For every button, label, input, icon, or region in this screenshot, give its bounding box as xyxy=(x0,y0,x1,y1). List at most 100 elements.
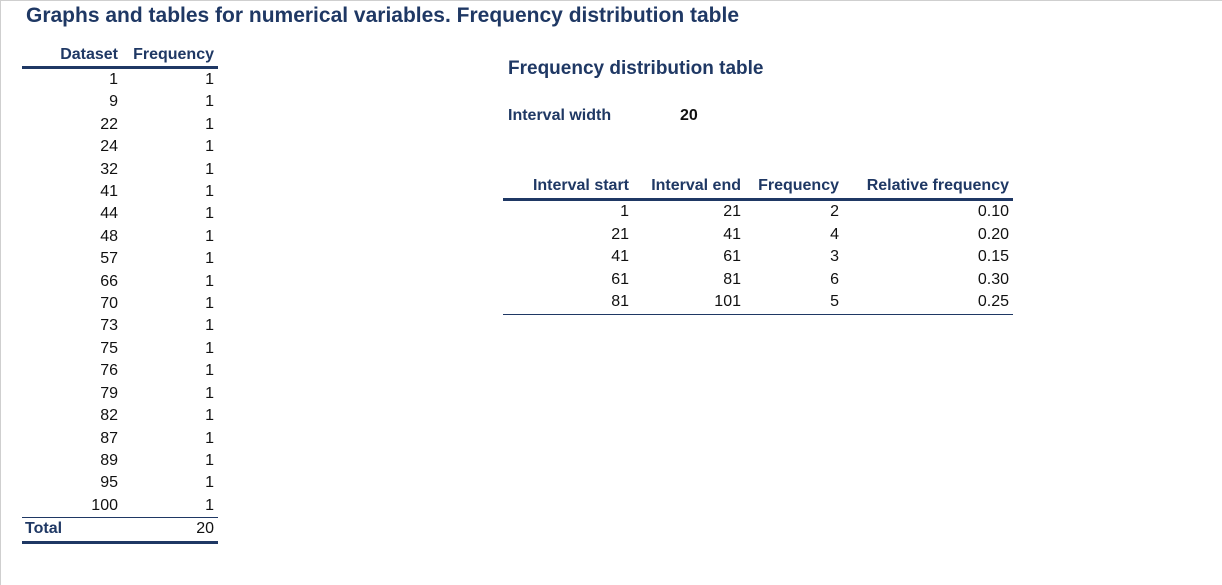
table-row: 79 1 xyxy=(22,383,218,405)
frequency-value: 1 xyxy=(205,407,214,425)
table-row: 48 1 xyxy=(22,226,218,248)
frame-left-border xyxy=(0,0,1,585)
page-title: Graphs and tables for numerical variable… xyxy=(26,4,740,27)
relative-frequency-value: 0.25 xyxy=(843,291,1013,315)
frequency-value: 1 xyxy=(205,362,214,380)
dataset-value: 22 xyxy=(100,115,118,133)
interval-end-value: 101 xyxy=(633,291,745,315)
frequency-value: 1 xyxy=(205,205,214,223)
dataset-value: 79 xyxy=(100,384,118,402)
frequency-value: 1 xyxy=(205,272,214,290)
freq-table-body: 1 21 2 0.10 21 41 4 0.20 41 61 3 0.15 61 81 6 0.30 81 101… xyxy=(503,200,1013,315)
dataset-value: 1 xyxy=(109,71,118,88)
interval-start-value: 81 xyxy=(503,291,633,315)
relative-frequency-value: 0.15 xyxy=(977,248,1009,266)
column-header-dataset: Dataset xyxy=(22,44,122,69)
frequency-value: 1 xyxy=(205,160,214,178)
dataset-value: 73 xyxy=(100,317,118,335)
frequency-value: 2 xyxy=(830,203,839,220)
table-row: 87 1 xyxy=(22,428,218,450)
dataset-value: 100 xyxy=(22,494,122,519)
dataset-value: 76 xyxy=(100,362,118,380)
frequency-value: 3 xyxy=(830,248,839,266)
table-row: 41 1 xyxy=(22,181,218,203)
frequency-distribution-table: Interval start Interval end Frequency Re… xyxy=(503,174,1013,315)
dataset-value: 41 xyxy=(100,183,118,201)
table-row: 21 41 4 0.20 xyxy=(503,224,1013,247)
interval-start-value: 41 xyxy=(611,248,629,266)
frequency-value: 1 xyxy=(205,227,214,245)
table-row: 95 1 xyxy=(22,472,218,494)
dataset-table-body: 1 1 9 1 22 1 24 1 32 1 41 1 44 1 48 1 57 1 66 1 70 1 73 1 75 1 76 1… xyxy=(22,68,218,519)
interval-end-value: 81 xyxy=(723,270,741,288)
frequency-value: 6 xyxy=(830,270,839,288)
column-header-frequency: Frequency xyxy=(122,44,218,69)
frequency-value: 1 xyxy=(205,115,214,133)
frequency-value: 1 xyxy=(205,384,214,402)
dataset-value: 89 xyxy=(100,451,118,469)
relative-frequency-value: 0.10 xyxy=(977,203,1009,220)
interval-start-value: 1 xyxy=(620,203,629,220)
frequency-value: 1 xyxy=(205,339,214,357)
dataset-value: 70 xyxy=(100,295,118,313)
dataset-value: 66 xyxy=(100,272,118,290)
dataset-value: 57 xyxy=(100,250,118,268)
dataset-header-row: Dataset Frequency xyxy=(22,44,218,69)
frequency-value: 1 xyxy=(205,317,214,335)
table-row: 22 1 xyxy=(22,114,218,136)
interval-end-value: 21 xyxy=(723,203,741,220)
frequency-value: 1 xyxy=(205,138,214,156)
table-row: 100 1 xyxy=(22,494,218,519)
interval-end-value: 61 xyxy=(723,248,741,266)
column-header-interval-end: Interval end xyxy=(633,174,745,201)
table-row: 70 1 xyxy=(22,293,218,315)
frequency-value: 4 xyxy=(830,225,839,243)
total-label: Total xyxy=(22,517,122,544)
frequency-value: 1 xyxy=(205,93,214,111)
interval-width-value: 20 xyxy=(680,107,698,124)
table-row: 32 1 xyxy=(22,159,218,181)
column-header-relative-frequency: Relative frequency xyxy=(843,174,1013,201)
frequency-value: 1 xyxy=(205,250,214,268)
dataset-value: 9 xyxy=(109,93,118,111)
table-row: 24 1 xyxy=(22,136,218,158)
table-row: 81 101 5 0.25 xyxy=(503,291,1013,315)
frequency-value: 1 xyxy=(122,494,218,519)
table-row: 44 1 xyxy=(22,203,218,225)
section-title: Frequency distribution table xyxy=(508,58,764,79)
table-row: 61 81 6 0.30 xyxy=(503,269,1013,292)
table-row: 82 1 xyxy=(22,405,218,427)
frequency-value: 1 xyxy=(205,295,214,313)
dataset-value: 32 xyxy=(100,160,118,178)
table-row: 76 1 xyxy=(22,360,218,382)
dataset-value: 95 xyxy=(100,474,118,492)
total-row: Total 20 xyxy=(22,517,218,544)
relative-frequency-value: 0.30 xyxy=(977,270,1009,288)
dataset-value: 87 xyxy=(100,429,118,447)
interval-width-label: Interval width xyxy=(508,107,612,124)
frequency-value: 1 xyxy=(205,183,214,201)
table-row: 66 1 xyxy=(22,271,218,293)
column-header-interval-start: Interval start xyxy=(503,174,633,201)
frequency-value: 1 xyxy=(205,451,214,469)
dataset-value: 24 xyxy=(100,138,118,156)
frequency-value: 1 xyxy=(205,71,214,88)
table-row: 73 1 xyxy=(22,315,218,337)
table-row: 75 1 xyxy=(22,338,218,360)
frequency-value: 1 xyxy=(205,429,214,447)
interval-start-value: 21 xyxy=(611,225,629,243)
table-row: 41 61 3 0.15 xyxy=(503,246,1013,269)
freq-header-row: Interval start Interval end Frequency Re… xyxy=(503,174,1013,201)
interval-end-value: 41 xyxy=(723,225,741,243)
column-header-frequency: Frequency xyxy=(745,174,843,201)
dataset-value: 44 xyxy=(100,205,118,223)
frequency-value: 5 xyxy=(745,291,843,315)
table-row: 1 21 2 0.10 xyxy=(503,200,1013,224)
dataset-value: 48 xyxy=(100,227,118,245)
dataset-table: Dataset Frequency 1 1 9 1 22 1 24 1 32 1 41 1 44 1 48 1… xyxy=(22,44,218,544)
relative-frequency-value: 0.20 xyxy=(977,225,1009,243)
dataset-value: 82 xyxy=(100,407,118,425)
table-row: 57 1 xyxy=(22,248,218,270)
total-value: 20 xyxy=(122,517,218,544)
